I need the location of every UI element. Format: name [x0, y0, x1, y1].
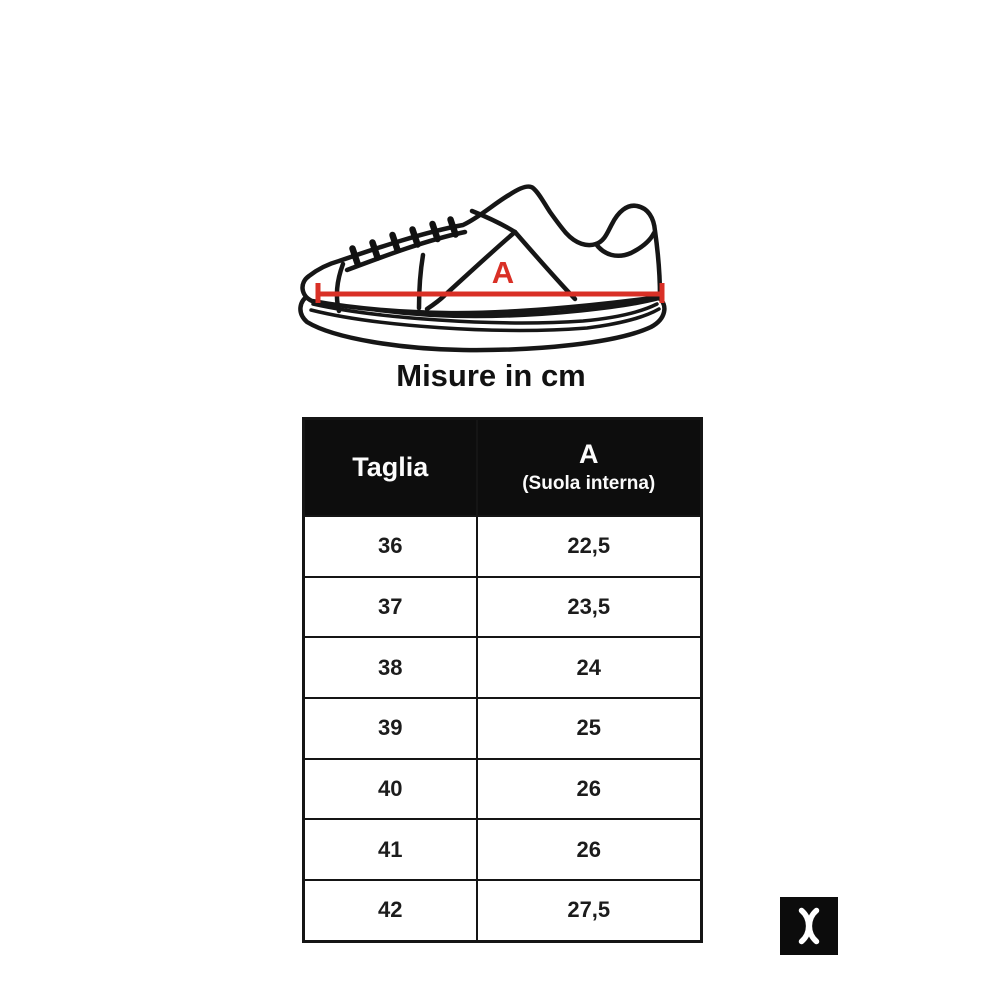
size-cell: 40 [302, 757, 478, 821]
size-table: Taglia A (Suola interna) 36 22,5 37 23,5… [302, 417, 703, 943]
shoe-upper-outline [300, 184, 663, 316]
shoe-laces [349, 216, 459, 267]
figure-caption: Misure in cm [396, 358, 586, 393]
size-cell: 41 [302, 818, 478, 882]
size-cell: 37 [302, 575, 478, 639]
toe-cap-seam [334, 261, 346, 314]
size-cell: 42 [302, 879, 478, 943]
header-cell-taglia: Taglia [302, 417, 478, 517]
length-cell: 26 [475, 818, 703, 882]
length-cell: 22,5 [475, 515, 703, 578]
size-cell: 38 [302, 636, 478, 700]
header-cell-measure: A (Suola interna) [475, 417, 703, 517]
vamp-seam [416, 252, 426, 311]
table-row: 39 25 [302, 697, 703, 760]
header-taglia-label: Taglia [352, 451, 429, 482]
measurement-label: A [492, 255, 514, 290]
midsole-line-2 [309, 307, 661, 333]
shoe-measurement-diagram: A [295, 155, 685, 360]
table-row: 37 23,5 [302, 575, 703, 639]
measurement-arrow [315, 283, 665, 303]
header-measure-label: A [579, 438, 599, 469]
table-row: 38 24 [302, 636, 703, 700]
size-cell: 39 [302, 697, 478, 760]
length-cell: 26 [475, 757, 703, 821]
length-cell: 27,5 [475, 879, 703, 943]
length-cell: 24 [475, 636, 703, 700]
header-measure-sublabel: (Suola interna) [522, 473, 656, 495]
table-row: 41 26 [302, 818, 703, 882]
heel-counter-seam [593, 230, 657, 258]
curved-x-logo-icon [798, 907, 820, 945]
length-cell: 23,5 [475, 575, 703, 639]
length-cell: 25 [475, 697, 703, 760]
table-row: 36 22,5 [302, 515, 703, 578]
size-cell: 36 [302, 515, 478, 578]
midsole-line-1 [311, 302, 659, 325]
brand-logo [780, 897, 838, 955]
table-row: 40 26 [302, 757, 703, 821]
table-header-row: Taglia A (Suola interna) [302, 417, 703, 517]
table-row: 42 27,5 [302, 879, 703, 943]
sneaker-line-art-icon: A [298, 184, 667, 353]
tongue-seam [469, 208, 518, 235]
